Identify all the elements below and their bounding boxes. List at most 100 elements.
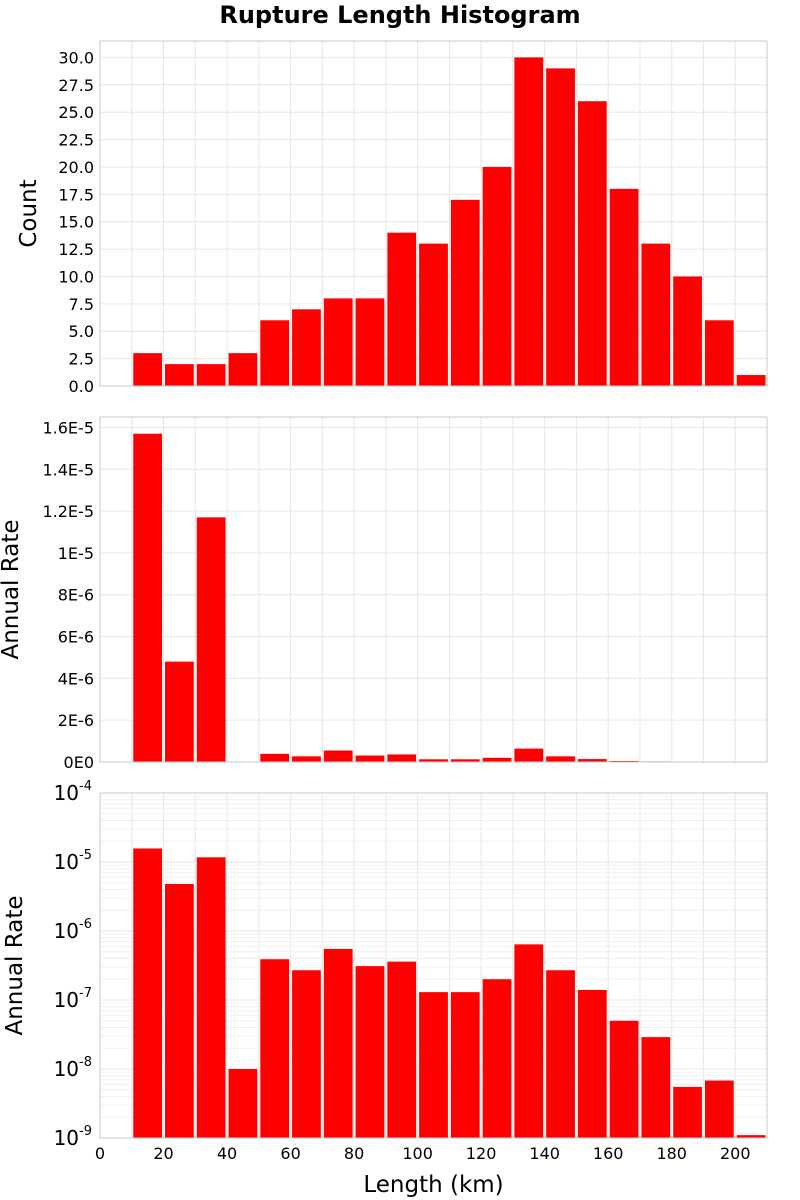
y-tick-label: 27.5 [58, 76, 94, 95]
bar-185 [673, 276, 702, 386]
bar-165 [609, 188, 639, 386]
bar-35 [196, 517, 226, 762]
bar-105 [419, 759, 448, 762]
plot-border [99, 40, 768, 387]
bar-135 [514, 748, 544, 762]
bar-115 [450, 992, 480, 1138]
bar-55 [260, 320, 290, 386]
y-tick-label: 6E-6 [58, 628, 94, 647]
x-tick-labels: 0 20 40 60 80 100 120 140 160 180 200 [95, 1144, 751, 1163]
y-tick-label: 10.0 [58, 267, 94, 286]
panel-2: 0E0 2E-6 4E-6 6E-6 8E-6 1E-5 1.2E-5 1.4E-5 1.6E-… [0, 416, 768, 772]
bar-155 [577, 759, 607, 762]
bar-175 [641, 1037, 671, 1138]
bar-55 [260, 959, 290, 1138]
bar-115 [450, 199, 480, 386]
bar-175 [641, 243, 671, 386]
y-tick-label: 1E-5 [58, 544, 94, 563]
y-tick-label: 1.4E-5 [42, 460, 94, 479]
bar-75 [323, 750, 353, 762]
bar-15 [133, 433, 163, 762]
y-tick-label: 7.5 [69, 295, 94, 314]
x-tick-label: 140 [529, 1144, 560, 1163]
bar-85 [355, 298, 385, 386]
bar-165 [609, 760, 639, 762]
y-tick-label: 8E-6 [58, 586, 94, 605]
y-tick-label: 2.5 [69, 350, 94, 369]
y-tick-label: 5.0 [69, 322, 94, 341]
bar-25 [165, 661, 194, 762]
y-tick-labels: 0.0 2.5 5.0 7.5 10.0 12.5 15.0 17.5 20.0 22.5 25.0… [58, 48, 94, 396]
bar-65 [292, 309, 321, 386]
y-tick-label: 10-6 [54, 917, 92, 943]
x-tick-label: 80 [344, 1144, 364, 1163]
y-axis-label: Count [16, 179, 42, 247]
x-tick-label: 60 [280, 1144, 300, 1163]
panel-3: 10-9 10-8 10-7 10-6 10-5 10-4 Annual Rate 0 20 40… [2, 779, 768, 1198]
y-tick-labels: 0E0 2E-6 4E-6 6E-6 8E-6 1E-5 1.2E-5 1.4E-5 1.6E-… [42, 418, 94, 772]
plot-border [99, 416, 768, 763]
bar-95 [387, 961, 417, 1138]
bar-85 [355, 966, 385, 1138]
bar-105 [419, 992, 448, 1138]
y-axis-label: Annual Rate [2, 896, 28, 1036]
bar-55 [260, 753, 290, 762]
bar-125 [482, 166, 512, 386]
bars [133, 848, 766, 1138]
bar-135 [514, 57, 544, 387]
bar-205 [736, 375, 766, 386]
bar-45 [228, 353, 258, 386]
x-tick-label: 40 [217, 1144, 237, 1163]
y-tick-label: 17.5 [58, 185, 94, 204]
y-tick-label: 10-5 [54, 848, 92, 874]
bar-35 [196, 364, 226, 386]
y-tick-label: 0.0 [69, 377, 94, 396]
bar-155 [577, 989, 607, 1138]
bar-25 [165, 364, 194, 386]
y-tick-label: 1.2E-5 [42, 502, 94, 521]
y-tick-label: 10-4 [54, 779, 92, 805]
y-tick-label: 30.0 [58, 48, 94, 67]
y-tick-label: 22.5 [58, 131, 94, 150]
bar-125 [482, 979, 512, 1138]
bar-195 [704, 320, 734, 386]
bar-135 [514, 944, 544, 1138]
y-tick-label: 25.0 [58, 103, 94, 122]
bar-145 [546, 68, 575, 386]
bar-45 [228, 1069, 258, 1138]
y-tick-label: 20.0 [58, 158, 94, 177]
y-tick-labels: 10-9 10-8 10-7 10-6 10-5 10-4 [54, 779, 92, 1150]
bar-75 [323, 298, 353, 386]
x-axis-label: Length (km) [363, 1172, 503, 1198]
x-tick-label: 180 [656, 1144, 687, 1163]
bar-25 [165, 883, 194, 1138]
bar-165 [609, 1020, 639, 1138]
y-tick-label: 10-7 [54, 986, 92, 1012]
y-tick-label: 10-9 [54, 1124, 92, 1150]
x-tick-label: 160 [593, 1144, 624, 1163]
y-tick-label: 10-8 [54, 1055, 92, 1081]
bar-85 [355, 755, 385, 762]
bar-155 [577, 101, 607, 386]
x-tick-label: 0 [95, 1144, 105, 1163]
bar-185 [673, 1086, 702, 1138]
bar-65 [292, 756, 321, 762]
panel-1: 0.0 2.5 5.0 7.5 10.0 12.5 15.0 17.5 20.0 22.5 25.0… [16, 40, 768, 396]
bar-95 [387, 232, 417, 386]
y-tick-label: 1.6E-5 [42, 418, 94, 437]
x-tick-label: 120 [466, 1144, 497, 1163]
y-tick-label: 2E-6 [58, 711, 94, 730]
y-tick-label: 0E0 [64, 753, 94, 772]
bar-75 [323, 948, 353, 1138]
x-tick-label: 20 [153, 1144, 173, 1163]
bar-145 [546, 756, 575, 762]
bar-15 [133, 353, 163, 386]
y-tick-label: 15.0 [58, 213, 94, 232]
bars [133, 57, 766, 387]
y-tick-label: 4E-6 [58, 669, 94, 688]
bar-145 [546, 970, 575, 1138]
chart-title: Rupture Length Histogram [219, 1, 580, 29]
bar-65 [292, 970, 321, 1138]
x-tick-label: 200 [720, 1144, 751, 1163]
